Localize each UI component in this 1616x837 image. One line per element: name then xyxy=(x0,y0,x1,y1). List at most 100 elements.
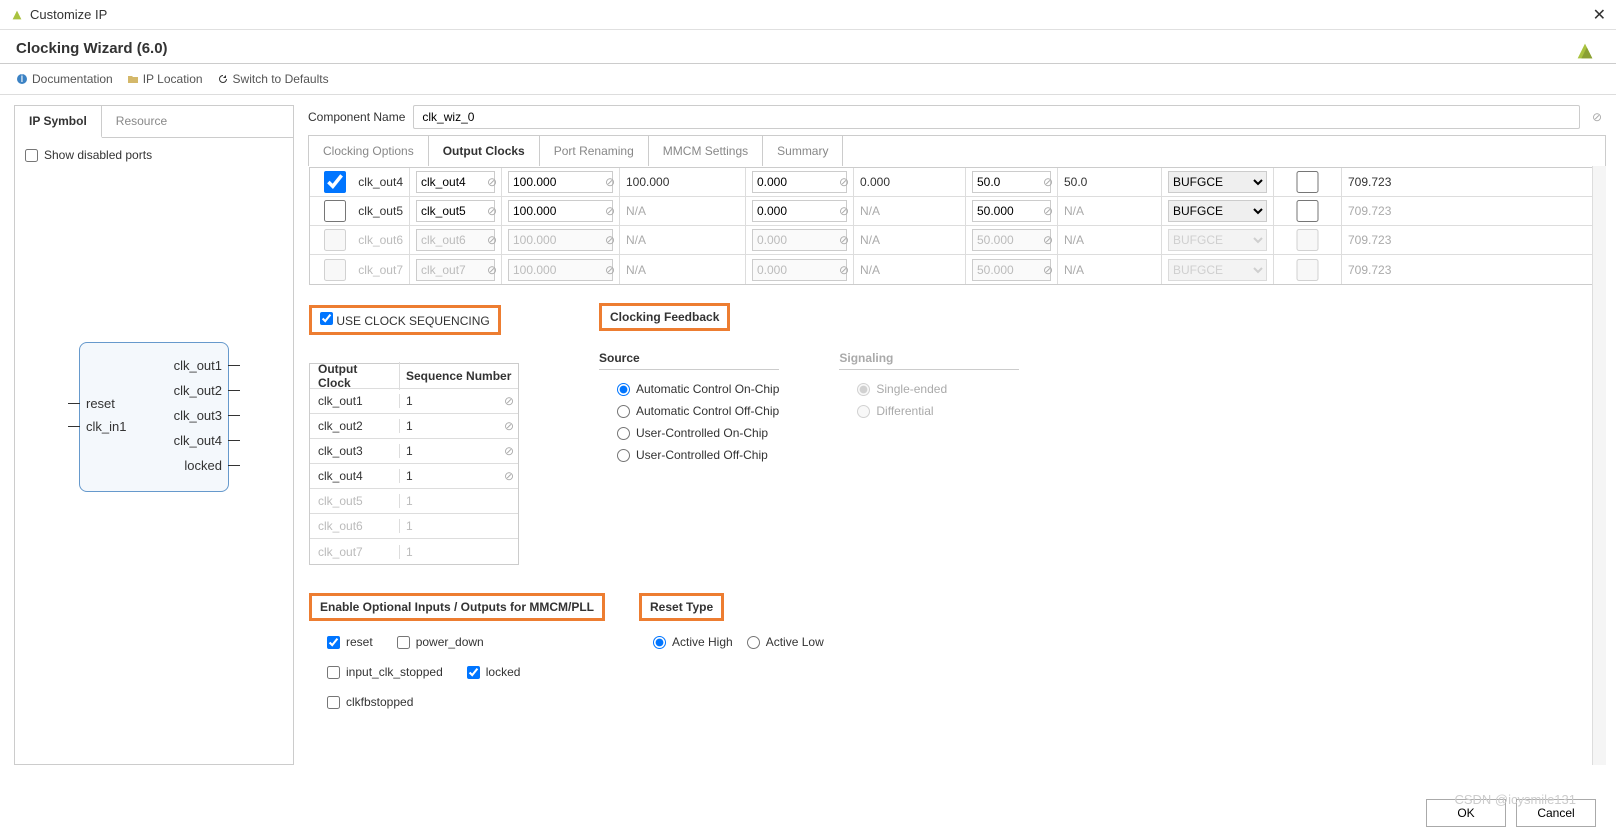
clk-drive-select[interactable]: BUFGCE xyxy=(1168,259,1267,281)
reset-type-radio[interactable]: Active High xyxy=(653,635,733,649)
clk-req-input[interactable] xyxy=(508,259,613,281)
port-locked: locked xyxy=(184,458,222,473)
clk-enable-checkbox[interactable] xyxy=(316,171,354,193)
svg-text:i: i xyxy=(21,73,24,85)
clear-icon[interactable]: ⊘ xyxy=(487,204,497,218)
clear-icon[interactable]: ⊘ xyxy=(504,444,514,458)
source-radio[interactable]: Automatic Control Off-Chip xyxy=(617,404,779,418)
clk-phase-input[interactable] xyxy=(752,229,847,251)
clear-icon[interactable]: ⊘ xyxy=(504,469,514,483)
tab-resource[interactable]: Resource xyxy=(102,106,181,137)
seq-row: clk_out61 xyxy=(310,514,518,539)
tab-summary[interactable]: Summary xyxy=(763,136,843,166)
app-icon xyxy=(10,8,24,22)
clear-icon[interactable]: ⊘ xyxy=(1043,204,1053,218)
header: Clocking Wizard (6.0) xyxy=(0,30,1616,64)
clear-icon[interactable]: ⊘ xyxy=(487,233,497,247)
show-disabled-ports[interactable]: Show disabled ports xyxy=(25,148,283,162)
clk-duty-actual: 50.0 xyxy=(1058,168,1162,196)
clk-enable-checkbox[interactable] xyxy=(316,229,354,251)
clear-icon[interactable]: ⊘ xyxy=(839,233,849,247)
clear-icon[interactable]: ⊘ xyxy=(504,419,514,433)
clk-drive-select[interactable]: BUFGCE xyxy=(1168,200,1267,222)
feedback-column: Clocking Feedback Source Automatic Contr… xyxy=(599,303,1605,565)
clear-icon[interactable]: ⊘ xyxy=(487,175,497,189)
clk-req-input[interactable] xyxy=(508,200,613,222)
clear-icon[interactable]: ⊘ xyxy=(605,263,615,277)
clear-icon[interactable]: ⊘ xyxy=(487,263,497,277)
clear-icon[interactable]: ⊘ xyxy=(605,175,615,189)
clear-icon[interactable]: ⊘ xyxy=(605,204,615,218)
clear-icon[interactable]: ⊘ xyxy=(839,175,849,189)
clk-port-input[interactable] xyxy=(416,259,495,281)
output-clocks-table: clk_out4⊘⊘100.000⊘0.000⊘50.0BUFGCE709.72… xyxy=(309,167,1605,285)
optional-io-item[interactable]: locked xyxy=(467,665,521,679)
clk-port-input[interactable] xyxy=(416,171,495,193)
port-clk-in1: clk_in1 xyxy=(86,419,126,434)
clk-phase-actual: 0.000 xyxy=(854,168,966,196)
clk-maxbuf-checkbox[interactable] xyxy=(1280,229,1335,251)
clk-phase-input[interactable] xyxy=(752,200,847,222)
clk-req-input[interactable] xyxy=(508,229,613,251)
port-clk-out4: clk_out4 xyxy=(174,433,222,448)
clk-port-input[interactable] xyxy=(416,229,495,251)
reset-type-radio[interactable]: Active Low xyxy=(747,635,824,649)
clk-enable-checkbox[interactable] xyxy=(316,259,354,281)
clear-icon[interactable]: ⊘ xyxy=(605,233,615,247)
sequence-table: Output ClockSequence Numberclk_out11⊘clk… xyxy=(309,363,519,565)
clear-icon[interactable]: ⊘ xyxy=(1043,263,1053,277)
clk-phase-input[interactable] xyxy=(752,171,847,193)
tab-port-renaming[interactable]: Port Renaming xyxy=(540,136,649,166)
tab-ip-symbol[interactable]: IP Symbol xyxy=(15,106,102,138)
sequencing-feedback-row: USE CLOCK SEQUENCING Output ClockSequenc… xyxy=(309,303,1605,565)
clk-phase-actual: N/A xyxy=(854,197,966,225)
optional-io-item[interactable]: power_down xyxy=(397,635,484,649)
clear-icon[interactable]: ⊘ xyxy=(1588,110,1606,124)
close-icon[interactable]: ✕ xyxy=(1593,5,1606,25)
show-disabled-checkbox[interactable] xyxy=(25,149,38,162)
ip-location-link[interactable]: IP Location xyxy=(127,72,203,86)
clk-duty-input[interactable] xyxy=(972,229,1051,251)
clear-icon[interactable]: ⊘ xyxy=(504,394,514,408)
optional-io-item[interactable]: reset xyxy=(327,635,373,649)
switch-defaults-link[interactable]: Switch to Defaults xyxy=(217,72,329,86)
source-radio[interactable]: User-Controlled Off-Chip xyxy=(617,448,779,462)
component-name-input[interactable] xyxy=(413,105,1580,129)
use-clock-sequencing[interactable]: USE CLOCK SEQUENCING xyxy=(320,314,490,328)
clear-icon[interactable]: ⊘ xyxy=(1043,175,1053,189)
clk-duty-input[interactable] xyxy=(972,171,1051,193)
scroll-area: clk_out4⊘⊘100.000⊘0.000⊘50.0BUFGCE709.72… xyxy=(308,166,1606,710)
use-clock-sequencing-checkbox[interactable] xyxy=(320,312,333,325)
page-title: Clocking Wizard (6.0) xyxy=(16,40,1600,57)
clk-enable-checkbox[interactable] xyxy=(316,200,354,222)
clk-port-input[interactable] xyxy=(416,200,495,222)
clk-req-input[interactable] xyxy=(508,171,613,193)
seq-row: clk_out21⊘ xyxy=(310,414,518,439)
clear-icon[interactable]: ⊘ xyxy=(839,263,849,277)
clk-maxbuf-checkbox[interactable] xyxy=(1280,171,1335,193)
component-name-label: Component Name xyxy=(308,110,405,124)
clk-drive-select[interactable]: BUFGCE xyxy=(1168,171,1267,193)
refresh-icon xyxy=(217,73,229,85)
clk-maxbuf-checkbox[interactable] xyxy=(1280,200,1335,222)
seq-row: clk_out11⊘ xyxy=(310,389,518,414)
clk-duty-input[interactable] xyxy=(972,200,1051,222)
source-radio[interactable]: Automatic Control On-Chip xyxy=(617,382,779,396)
clk-drive-select[interactable]: BUFGCE xyxy=(1168,229,1267,251)
clk-phase-input[interactable] xyxy=(752,259,847,281)
clk-maxbuf-checkbox[interactable] xyxy=(1280,259,1335,281)
clk-val: 709.723 xyxy=(1342,197,1442,225)
clear-icon[interactable]: ⊘ xyxy=(839,204,849,218)
optional-io-item[interactable]: clkfbstopped xyxy=(327,695,413,709)
tab-output-clocks[interactable]: Output Clocks xyxy=(429,136,540,166)
clear-icon[interactable]: ⊘ xyxy=(1043,233,1053,247)
documentation-link[interactable]: iDocumentation xyxy=(16,72,113,86)
scrollbar[interactable] xyxy=(1592,166,1606,765)
optional-io-item[interactable]: input_clk_stopped xyxy=(327,665,443,679)
clk-duty-input[interactable] xyxy=(972,259,1051,281)
tab-clocking-options[interactable]: Clocking Options xyxy=(309,136,429,166)
source-radio[interactable]: User-Controlled On-Chip xyxy=(617,426,779,440)
tab-mmcm-settings[interactable]: MMCM Settings xyxy=(649,136,763,166)
reset-type-radios: Active High Active Low xyxy=(653,635,824,649)
clk-duty-actual: N/A xyxy=(1058,226,1162,254)
